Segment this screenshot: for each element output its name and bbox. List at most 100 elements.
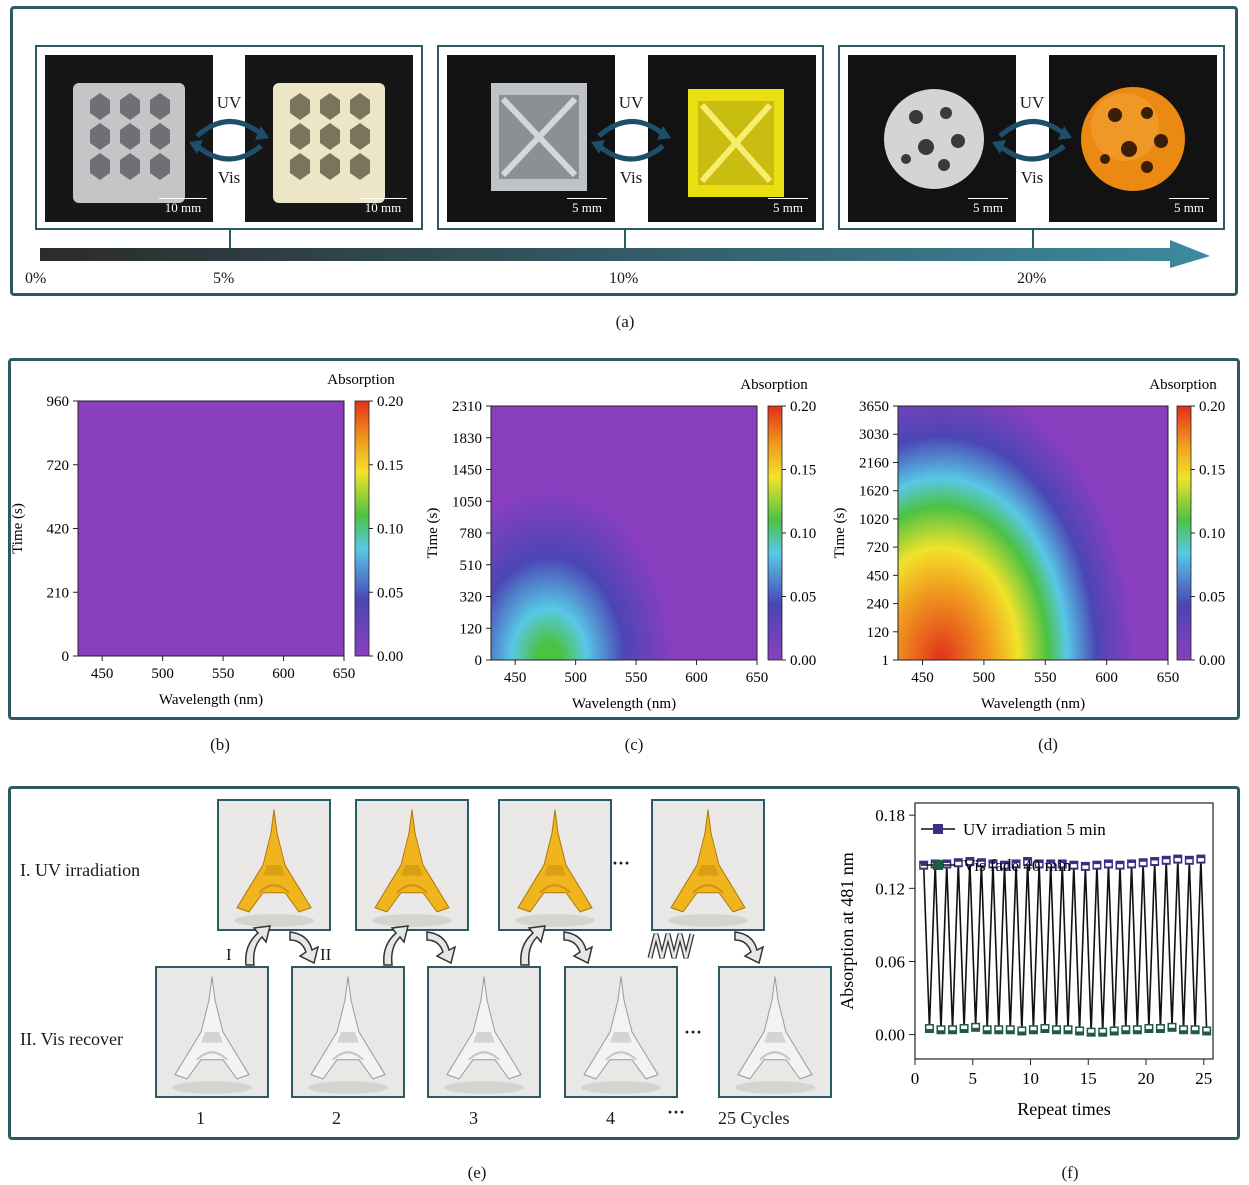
vis-point bbox=[1132, 1025, 1142, 1035]
uv-point bbox=[1115, 860, 1125, 870]
vis-point bbox=[1098, 1027, 1108, 1037]
vis-point bbox=[982, 1025, 992, 1035]
colorbar-tick-label: 0.00 bbox=[377, 649, 403, 665]
y-tick-label: 1020 bbox=[859, 512, 889, 528]
colorbar-tick-label: 0.15 bbox=[377, 458, 403, 474]
x-axis-label: Wavelength (nm) bbox=[572, 696, 676, 712]
y-tick-label: 0.18 bbox=[875, 806, 905, 825]
cycle-label-3: 3 bbox=[469, 1108, 478, 1128]
y-axis-label: Time (s) bbox=[425, 508, 441, 559]
scale-bar: 5 mm bbox=[1169, 198, 1209, 216]
colorbar-tick-label: 0.10 bbox=[790, 526, 816, 542]
vis-marker-fill bbox=[1088, 1029, 1095, 1033]
eiffel-clear-image bbox=[155, 966, 269, 1098]
vis-marker-fill bbox=[1007, 1026, 1014, 1031]
absorption-peak-region bbox=[898, 406, 1136, 660]
photo-cube-yellow: 5 mm bbox=[648, 55, 816, 222]
vis-point bbox=[1202, 1026, 1212, 1036]
x-tick-label: 25 bbox=[1195, 1069, 1212, 1088]
vis-point bbox=[1017, 1026, 1027, 1036]
y-tick-label: 720 bbox=[867, 540, 890, 556]
uv-marker-fill bbox=[1117, 864, 1124, 868]
vis-point bbox=[1155, 1024, 1165, 1034]
absorption-peak-region bbox=[78, 559, 187, 656]
sphere-clear-illustration bbox=[848, 55, 1016, 222]
cycle-label-1: 1 bbox=[196, 1108, 205, 1128]
uv-marker-fill bbox=[978, 861, 985, 866]
colorbar-tick-label: 0.00 bbox=[790, 653, 816, 669]
vis-marker-fill bbox=[1122, 1026, 1129, 1031]
vis-point bbox=[948, 1025, 958, 1035]
x-tick-label: 600 bbox=[1095, 670, 1118, 686]
y-tick-label: 0 bbox=[475, 653, 483, 669]
uv-label: UV bbox=[618, 93, 644, 112]
vis-marker-fill bbox=[1030, 1026, 1037, 1031]
vis-point bbox=[1121, 1025, 1131, 1035]
uv-marker-fill bbox=[1163, 859, 1170, 863]
ellipsis-bottom: ··· bbox=[684, 1022, 703, 1042]
y-tick-label: 450 bbox=[867, 568, 890, 584]
y-tick-label: 510 bbox=[460, 558, 483, 574]
vis-label: Vis bbox=[1020, 168, 1044, 187]
uv-point bbox=[1023, 857, 1033, 867]
photo-lattice-clear: 10 mm bbox=[45, 55, 213, 222]
x-tick-label: 650 bbox=[746, 670, 769, 686]
y-tick-label: 210 bbox=[47, 585, 70, 601]
eiffel-clear-image bbox=[718, 966, 832, 1098]
vis-marker-fill bbox=[1076, 1027, 1083, 1032]
vis-marker-fill bbox=[949, 1026, 956, 1031]
percent-label-5: 5% bbox=[213, 270, 235, 287]
colorbar-tick-label: 0.15 bbox=[1199, 463, 1225, 479]
scale-bar: 5 mm bbox=[567, 198, 607, 216]
y-tick-label: 0.06 bbox=[875, 952, 905, 971]
x-tick-label: 20 bbox=[1138, 1069, 1155, 1088]
legend-label: UV irradiation 5 min bbox=[963, 820, 1106, 839]
scale-label: 5 mm bbox=[1174, 200, 1204, 215]
y-axis-label: Time (s) bbox=[10, 503, 26, 554]
y-tick-label: 120 bbox=[867, 625, 890, 641]
sphere-orange-illustration bbox=[1049, 55, 1217, 222]
step-label-II: II bbox=[320, 945, 332, 964]
vis-point bbox=[936, 1025, 946, 1035]
y-tick-label: 1 bbox=[882, 653, 890, 669]
legend: UV irradiation 5 min Vis fade 40 min bbox=[921, 820, 1106, 875]
uv-point bbox=[953, 858, 963, 868]
uv-point bbox=[1150, 857, 1160, 867]
colorbar bbox=[354, 400, 370, 657]
scale-bar: 5 mm bbox=[768, 198, 808, 216]
vis-marker-fill bbox=[961, 1025, 968, 1030]
colorbar-tick-label: 0.10 bbox=[1199, 526, 1225, 542]
vis-label: Vis bbox=[217, 168, 241, 187]
colorbar-title: Absorption bbox=[1149, 377, 1217, 393]
colorbar-tick-label: 0.00 bbox=[1199, 653, 1225, 669]
colorbar-tick-label: 0.20 bbox=[377, 394, 403, 410]
x-tick-label: 5 bbox=[969, 1069, 978, 1088]
y-tick-label: 960 bbox=[47, 394, 70, 410]
vis-marker-fill bbox=[926, 1025, 933, 1030]
uv-marker-fill bbox=[1001, 864, 1008, 868]
y-tick-label: 3650 bbox=[859, 399, 889, 415]
heatmap-c: 450 500 550 600 650 Wavelength (nm) 0 120 320 510… bbox=[425, 377, 816, 712]
vis-marker-fill bbox=[1192, 1026, 1199, 1031]
x-tick-label: 600 bbox=[272, 666, 295, 682]
y-tick-label: 2160 bbox=[859, 455, 889, 471]
uv-label: UV bbox=[216, 93, 242, 112]
vis-point bbox=[1190, 1025, 1200, 1035]
eiffel-clear-image bbox=[291, 966, 405, 1098]
y-tick-label: 120 bbox=[460, 621, 483, 637]
vis-label: Vis bbox=[619, 168, 643, 187]
uv-marker-fill bbox=[1186, 859, 1193, 863]
uv-point bbox=[1046, 859, 1056, 869]
uv-point bbox=[942, 859, 952, 869]
uv-marker-fill bbox=[1059, 862, 1066, 867]
uv-marker-fill bbox=[1070, 864, 1077, 868]
uv-marker-fill bbox=[1151, 860, 1158, 865]
vis-marker-fill bbox=[1180, 1026, 1187, 1031]
absorption-cycle-chart: 0 5 10 15 20 25 0.00 0.06 0.12 0.18 Repeat times Ab… bbox=[837, 802, 1214, 1119]
x-tick-label: 500 bbox=[564, 670, 587, 686]
x-axis-label: Repeat times bbox=[1017, 1099, 1110, 1119]
x-tick-label: 15 bbox=[1080, 1069, 1097, 1088]
vis-point bbox=[1075, 1026, 1085, 1036]
plot-frame bbox=[897, 405, 1169, 661]
uv-marker-fill bbox=[1128, 862, 1135, 867]
